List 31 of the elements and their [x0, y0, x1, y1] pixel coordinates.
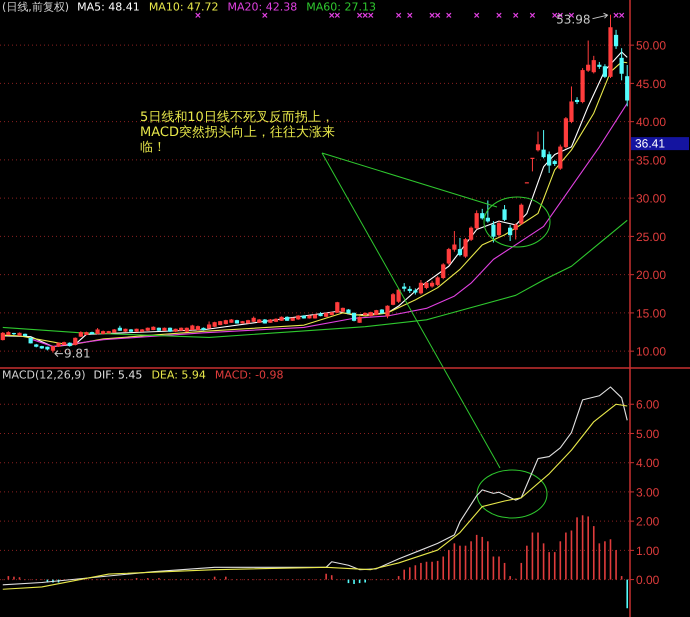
y-tick-label: 6.00 [636, 398, 660, 412]
y-tick-label: 40.00 [636, 115, 666, 130]
y-tick-label: 2.00 [636, 514, 660, 529]
y-tick-label: 5.00 [636, 426, 660, 441]
y-tick-label: 15.00 [636, 306, 666, 320]
text: MA20: 42.38 [228, 0, 298, 14]
y-tick-label: 25.00 [636, 230, 666, 244]
y-tick-label: 45.00 [636, 76, 666, 91]
y-tick-label: 3.00 [636, 485, 660, 500]
y-tick-label: 4.00 [636, 456, 660, 470]
y-tick-label: 50.00 [636, 38, 666, 53]
y-tick-label: 10.00 [636, 344, 666, 359]
y-tick-label: 30.00 [636, 192, 666, 206]
y-tick-label: 35.00 [636, 153, 666, 168]
chart-title: (日线,前复权) [2, 0, 70, 14]
text: MA60: 27.13 [306, 0, 376, 14]
y-tick-label: 1.00 [636, 544, 660, 558]
text: MA10: 47.72 [148, 0, 219, 14]
low-label: 9.81 [54, 346, 91, 361]
annotation: 53.98 [556, 12, 590, 27]
text: 36.41 [635, 136, 666, 151]
annotation: 9.81 [64, 346, 91, 361]
text: MA5: 48.41 [77, 0, 140, 14]
text: DIF: 5.45 [94, 368, 142, 382]
text: MACD: -0.98 [214, 368, 284, 382]
chart-title: MACD(12,26,9) [2, 368, 86, 382]
point-label: 53.98 [556, 12, 608, 27]
y-tick-label: 20.00 [636, 268, 666, 282]
y-tick-label: 0.00 [636, 573, 660, 588]
text: DEA: 5.94 [151, 368, 206, 382]
annotation: 5日线和10日线不死叉反而拐上，MACD突然拐头向上，往往大涨来临！ [140, 110, 335, 155]
